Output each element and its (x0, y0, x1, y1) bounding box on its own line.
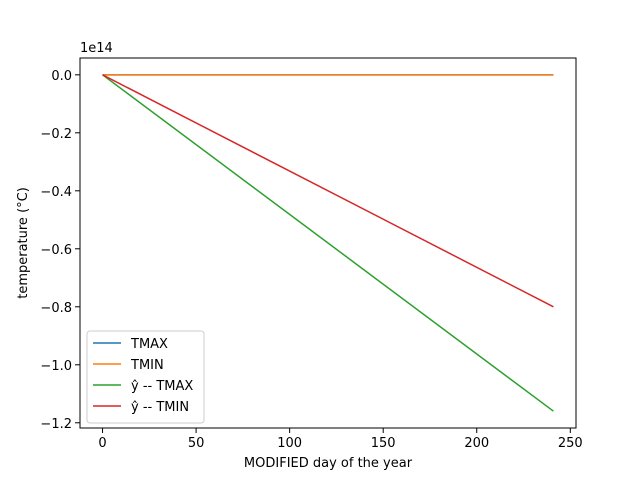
series-line-3 (102, 74, 554, 308)
x-tick-label: 50 (188, 436, 205, 451)
y-tick-label: 0.0 (51, 69, 72, 84)
x-tick-label: 100 (277, 436, 302, 451)
x-tick-label: 200 (464, 436, 489, 451)
plot-lines (102, 74, 554, 412)
legend-entry-label: TMIN (130, 358, 164, 373)
x-axis: 0 50 100 150 200 250 (98, 428, 583, 451)
legend-entry-label: TMAX (130, 337, 168, 352)
plot-frame (79, 57, 577, 429)
y-tick-label: −0.2 (40, 127, 72, 142)
y-tick-label: −0.6 (40, 243, 72, 258)
x-tick-label: 150 (371, 436, 396, 451)
y-tick-label: −1.0 (40, 359, 72, 374)
legend-entry-label: ŷ -- TMAX (131, 379, 193, 394)
x-tick-label: 0 (98, 436, 106, 451)
y-axis: 0.0 −0.2 −0.4 −0.6 −0.8 −1.0 −1.2 (40, 69, 80, 432)
y-tick-label: −0.8 (40, 301, 72, 316)
x-tick-label: 250 (558, 436, 583, 451)
y-tick-label: −1.2 (40, 417, 72, 432)
y-tick-label: −0.4 (40, 185, 72, 200)
legend-entry-label: ŷ -- TMIN (131, 400, 189, 415)
y-axis-label: temperature (°C) (16, 187, 31, 299)
legend: TMAX TMIN ŷ -- TMAX ŷ -- TMIN (86, 330, 205, 424)
x-axis-label: MODIFIED day of the year (244, 456, 413, 471)
y-offset-label: 1e14 (80, 41, 113, 56)
series-line-2 (102, 74, 554, 412)
legend-box (86, 330, 205, 424)
